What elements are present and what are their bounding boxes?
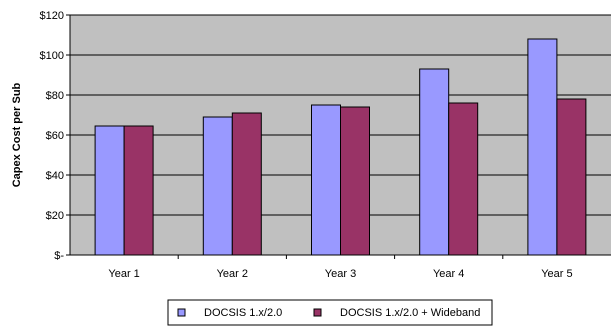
y-tick-labels: $- $20 $40 $60 $80 $100 $120 (40, 10, 70, 262)
bar (231, 112, 262, 256)
bar (527, 38, 558, 256)
x-tick-labels: Year 1 Year 2 Year 3 Year 4 Year 5 (108, 255, 573, 280)
legend-swatch (177, 308, 186, 317)
x-tick-label: Year 1 (108, 268, 139, 280)
y-tick-label: $120 (40, 10, 64, 22)
bar (419, 68, 450, 256)
legend-swatch (313, 308, 322, 317)
bar (448, 102, 479, 256)
bar (340, 106, 370, 256)
legend: DOCSIS 1.x/2.0 DOCSIS 1.x/2.0 + Wideband (167, 299, 493, 326)
x-tick-label: Year 2 (217, 268, 248, 280)
bar (94, 125, 125, 256)
x-tick-label: Year 5 (541, 268, 572, 280)
bar (311, 104, 341, 256)
bar (556, 98, 587, 256)
legend-label: DOCSIS 1.x/2.0 (204, 307, 282, 319)
legend-label: DOCSIS 1.x/2.0 + Wideband (340, 307, 480, 319)
y-tick-label: $20 (46, 210, 64, 222)
bar (123, 125, 154, 256)
y-tick-label: $40 (46, 170, 64, 182)
y-tick-label: $80 (46, 90, 64, 102)
x-tick-label: Year 4 (433, 268, 464, 280)
bar (202, 116, 233, 256)
y-tick-label: $- (54, 250, 64, 262)
bars (94, 38, 587, 256)
legend-box (167, 299, 493, 326)
y-tick-label: $60 (46, 130, 64, 142)
y-tick-label: $100 (40, 50, 64, 62)
x-tick-label: Year 3 (325, 268, 356, 280)
y-axis-label: Capex Cost per Sub (11, 82, 23, 187)
